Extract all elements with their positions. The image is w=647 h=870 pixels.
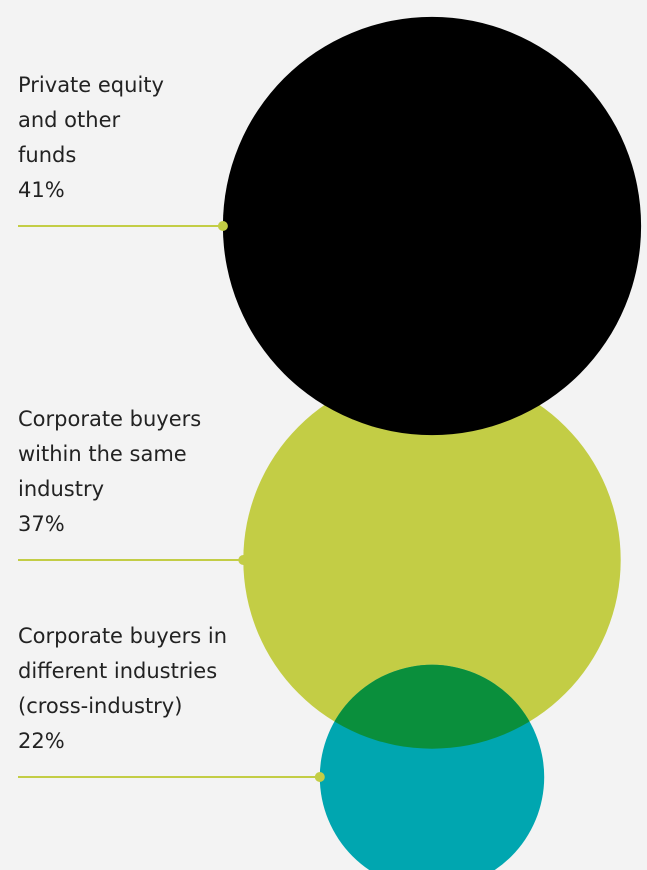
bubble-label: Corporate buyers in different industries (… [18, 619, 227, 759]
label-line: within the same [18, 442, 187, 466]
leader-dot [238, 555, 249, 565]
bubble [243, 371, 621, 749]
leader-dot [217, 221, 228, 231]
bubble-overlap [319, 664, 545, 749]
label-line: funds [18, 143, 77, 167]
bubble-label: Corporate buyers within the same industry 3… [18, 402, 201, 542]
value-label: 37% [18, 512, 65, 536]
label-line: Private equity [18, 73, 164, 97]
label-line: and other [18, 108, 121, 132]
label-line: Corporate buyers in [18, 624, 228, 648]
label-line: (cross-industry) [18, 694, 183, 718]
label-line: Corporate buyers [18, 407, 202, 431]
value-label: 41% [18, 178, 65, 202]
value-label: 22% [18, 729, 65, 753]
label-line: industry [18, 477, 105, 501]
label-line: different industries [18, 659, 218, 683]
bubble [222, 16, 642, 436]
leader-dot [314, 772, 325, 782]
bubble-label: Private equity and other funds 41% [18, 68, 164, 208]
